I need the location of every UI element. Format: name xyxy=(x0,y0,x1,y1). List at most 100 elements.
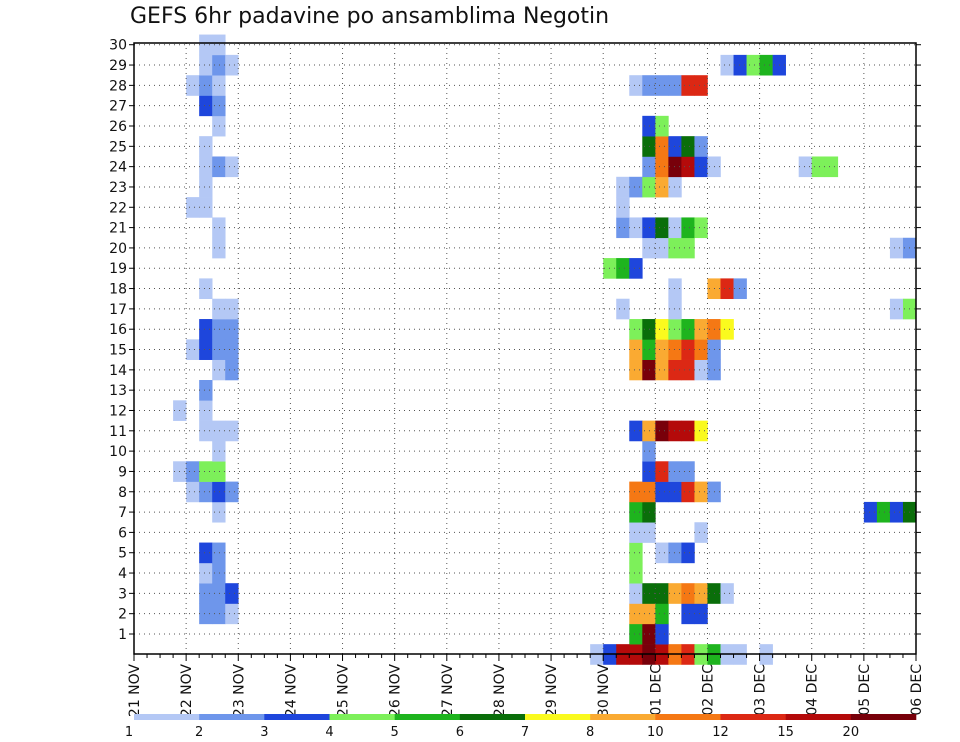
heatmap-cell xyxy=(212,115,226,137)
heatmap-cell xyxy=(668,339,682,360)
heatmap-cell xyxy=(212,501,226,523)
x-tick-label: 28 NOV xyxy=(492,664,508,718)
x-tick-label: 29 NOV xyxy=(544,664,560,718)
heatmap-cell xyxy=(629,481,643,503)
y-tick-label: 24 xyxy=(109,160,127,176)
heatmap-cell xyxy=(199,603,213,625)
heatmap-cell xyxy=(225,420,239,442)
heatmap-cell xyxy=(694,319,708,340)
heatmap-cell xyxy=(199,319,213,340)
heatmap-cell xyxy=(642,522,656,543)
heatmap-cell xyxy=(642,156,656,178)
heatmap-cell xyxy=(642,176,656,198)
colorbar-swatch xyxy=(850,714,917,720)
colorbar-swatch xyxy=(199,714,265,720)
heatmap-cell xyxy=(212,237,226,259)
y-tick-label: 11 xyxy=(109,424,127,440)
heatmap-cell xyxy=(668,481,682,503)
colorbar-label: 10 xyxy=(647,725,664,740)
heatmap-cell xyxy=(681,217,695,239)
heatmap-cell xyxy=(681,75,695,96)
y-tick-label: 2 xyxy=(118,607,127,623)
heatmap-cell xyxy=(889,298,904,320)
heatmap-cell xyxy=(629,542,643,564)
y-tick-label: 7 xyxy=(118,505,127,521)
heatmap-cell xyxy=(199,562,213,584)
heatmap-cell xyxy=(694,583,708,604)
heatmap-cell xyxy=(733,54,747,76)
colorbar-swatch xyxy=(394,714,461,720)
heatmap-cell xyxy=(199,34,213,56)
heatmap-cell xyxy=(199,380,213,401)
colorbar-swatch xyxy=(329,714,395,720)
heatmap-cell xyxy=(668,319,682,340)
heatmap-cell xyxy=(668,583,682,604)
heatmap-cell xyxy=(629,501,643,523)
x-tick-label: 01 DEC xyxy=(648,664,664,716)
heatmap-cell xyxy=(212,542,226,564)
heatmap-cell xyxy=(733,278,747,300)
y-tick-label: 15 xyxy=(109,343,127,359)
colorbar-swatch xyxy=(590,714,656,720)
heatmap-cell xyxy=(720,583,734,604)
heatmap-cell xyxy=(655,623,669,645)
heatmap-cell xyxy=(668,136,682,157)
heatmap-cell xyxy=(655,542,669,564)
heatmap-cell xyxy=(694,603,708,625)
x-tick-label: 03 DEC xyxy=(753,664,769,716)
heatmap-cell xyxy=(212,359,226,381)
heatmap-cell xyxy=(225,583,239,604)
heatmap-cell xyxy=(681,603,695,625)
colorbar-swatch xyxy=(720,714,786,720)
y-tick-label: 5 xyxy=(118,546,127,562)
y-tick-label: 22 xyxy=(109,200,127,216)
heatmap-cell xyxy=(199,583,213,604)
heatmap-cell xyxy=(681,481,695,503)
heatmap-cell xyxy=(694,359,708,381)
x-tick-label: 25 NOV xyxy=(336,664,352,718)
colorbar-label: 5 xyxy=(391,725,399,740)
heatmap-cell xyxy=(212,461,226,482)
colorbar-label: 3 xyxy=(260,725,268,740)
heatmap-cell xyxy=(225,481,239,503)
heatmap-cell xyxy=(668,176,682,198)
heatmap-cell xyxy=(655,359,669,381)
heatmap-cell xyxy=(694,339,708,360)
heatmap-cell xyxy=(616,197,630,218)
colorbar-label: 4 xyxy=(325,725,333,740)
heatmap-cell xyxy=(642,237,656,259)
heatmap-cell xyxy=(186,481,200,503)
heatmap-cell xyxy=(212,603,226,625)
heatmap-cell xyxy=(681,359,695,381)
heatmap-cell xyxy=(642,461,656,482)
y-tick-label: 14 xyxy=(109,363,127,379)
heatmap-cell xyxy=(694,156,708,178)
heatmap-cell xyxy=(655,583,669,604)
heatmap-cell xyxy=(668,298,682,320)
heatmap-cell xyxy=(694,217,708,239)
heatmap-cell xyxy=(225,54,239,76)
heatmap-cell xyxy=(668,278,682,300)
x-tick-label: 27 NOV xyxy=(440,664,456,718)
heatmap-cell xyxy=(629,319,643,340)
heatmap-cell xyxy=(889,501,904,523)
heatmap-cell xyxy=(212,583,226,604)
y-tick-label: 1 xyxy=(118,627,127,643)
heatmap-cell xyxy=(199,75,213,96)
heatmap-cell xyxy=(199,461,213,482)
heatmap-cell xyxy=(199,420,213,442)
y-tick-label: 23 xyxy=(109,180,127,196)
heatmap-cell xyxy=(681,542,695,564)
x-tick-label: 05 DEC xyxy=(857,664,873,716)
colorbar-label: 7 xyxy=(521,725,529,740)
heatmap-cell xyxy=(629,217,643,239)
heatmap-cell xyxy=(694,136,708,157)
heatmap-cell xyxy=(212,217,226,239)
heatmap-cell xyxy=(655,115,669,137)
heatmap-cell xyxy=(642,603,656,625)
colorbar-label: 2 xyxy=(195,725,203,740)
heatmap-cell xyxy=(186,197,200,218)
heatmap-cell xyxy=(212,481,226,503)
heatmap-cell xyxy=(642,583,656,604)
